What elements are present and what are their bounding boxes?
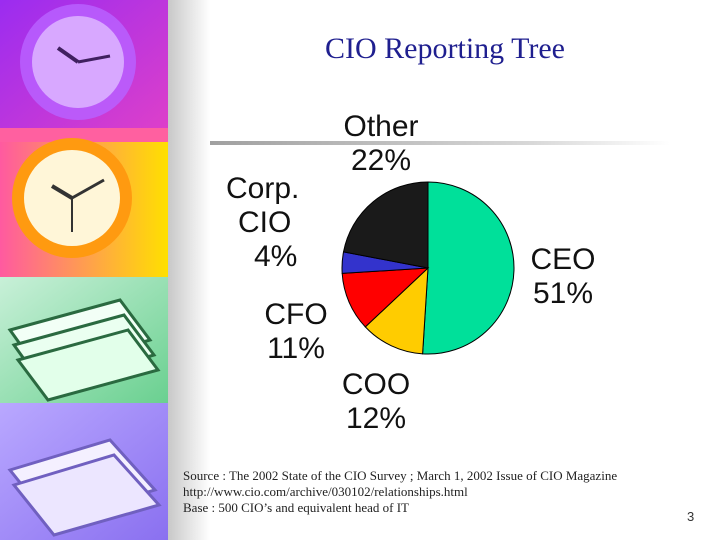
slice-name-line: Corp. — [226, 172, 300, 205]
slice-percent: 51% — [532, 277, 594, 310]
slice-percent: 4% — [254, 240, 298, 273]
source-line: Source : The 2002 State of the CIO Surve… — [183, 468, 618, 483]
slice-name-line: CIO — [238, 206, 292, 239]
pie-label-cfo: CFO 11% — [250, 298, 342, 366]
slice-percent: 11% — [267, 332, 325, 365]
slice-name: Other — [343, 110, 419, 143]
page-number: 3 — [687, 509, 695, 524]
pie-label-corp-cio: Corp. CIO 4% — [226, 172, 338, 274]
decorative-image-strip — [0, 0, 168, 540]
slice-percent: 22% — [350, 144, 412, 177]
strip-shadow — [168, 0, 210, 540]
source-note: Source : The 2002 State of the CIO Surve… — [183, 468, 617, 516]
pie-label-coo: COO 12% — [330, 368, 422, 436]
title-underline — [210, 141, 670, 145]
slice-name: CFO — [264, 298, 328, 331]
papers-stack-icon — [7, 298, 161, 402]
pie-chart — [341, 181, 515, 355]
alarm-clock-icon — [12, 138, 132, 258]
pie-label-other: Other 22% — [333, 110, 429, 178]
clock-icon — [20, 4, 136, 120]
pie-slice-ceo — [422, 181, 515, 355]
slice-name: Corp. CIO — [226, 172, 338, 240]
papers-stack-icon — [7, 438, 162, 537]
pie-label-ceo: CEO 51% — [518, 243, 608, 311]
slice-percent: 12% — [345, 402, 407, 435]
source-url: http://www.cio.com/archive/030102/relati… — [183, 484, 468, 499]
slide-title: CIO Reporting Tree — [325, 32, 565, 65]
source-base: Base : 500 CIO’s and equivalent head of … — [183, 500, 409, 515]
slice-name: COO — [341, 368, 411, 401]
slice-name: CEO — [530, 243, 596, 276]
pie-slice-other — [342, 181, 429, 269]
pie-slice-coo — [364, 266, 429, 355]
